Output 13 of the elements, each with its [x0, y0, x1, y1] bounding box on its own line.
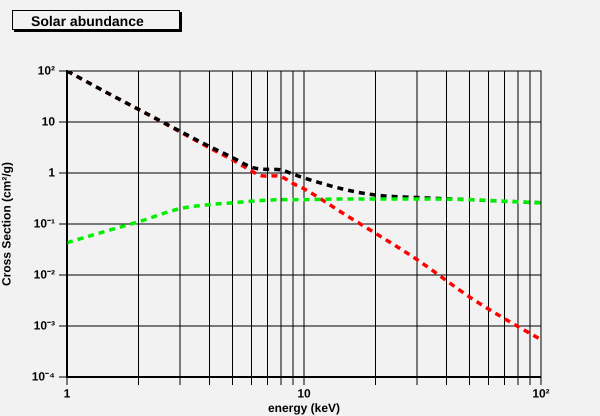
y-tick-label: 10: [42, 114, 56, 128]
y-tick-label: 10⁻⁴: [32, 369, 56, 384]
x-tick-label: 1: [64, 386, 71, 401]
chart-title: Solar abundance: [12, 10, 180, 30]
x-tick-label: 10²: [532, 386, 550, 401]
y-tick-label: 10⁻³: [34, 318, 56, 332]
y-tick-label: 10²: [38, 63, 56, 78]
y-tick-label: 10⁻²: [34, 267, 56, 282]
y-axis-title: Cross Section (cm²/g): [0, 162, 14, 286]
y-tick-label: 1: [48, 165, 56, 180]
y-tick-label: 10⁻¹: [34, 216, 56, 230]
x-axis-title: energy (keV): [268, 401, 340, 416]
x-tick-label: 10: [297, 386, 311, 401]
